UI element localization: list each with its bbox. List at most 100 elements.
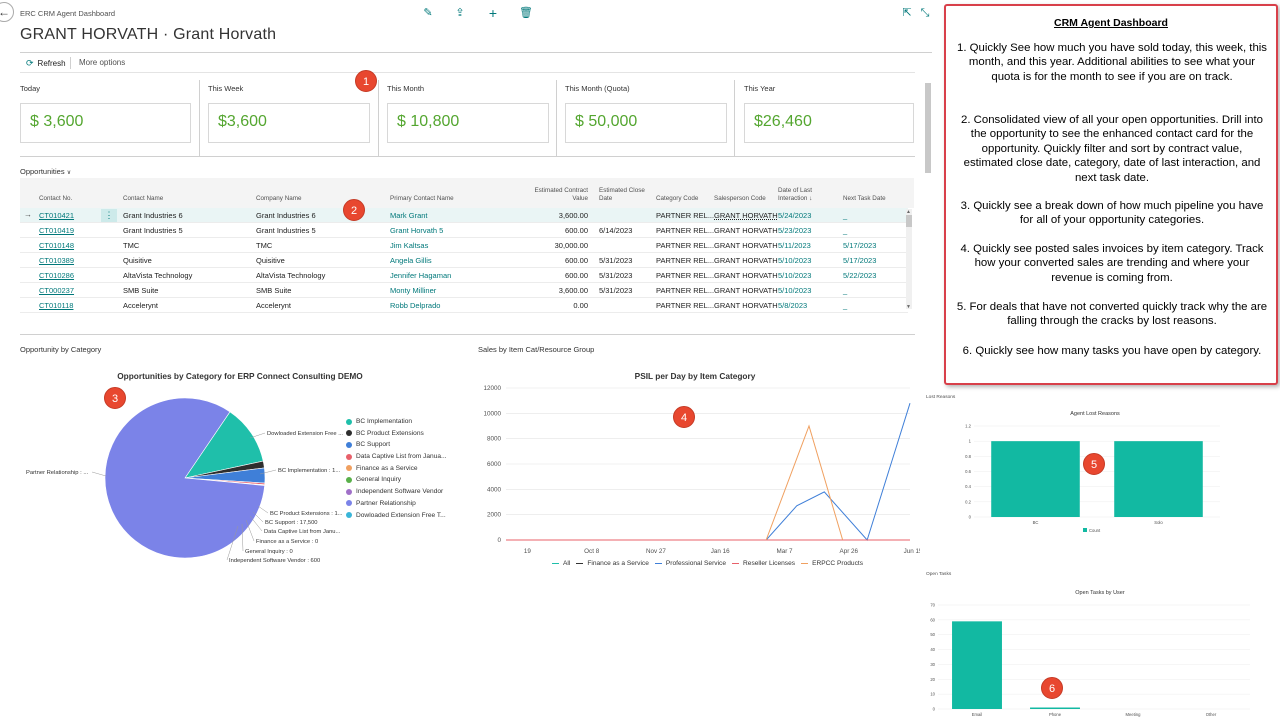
cell-contact-no[interactable]: CT010148 bbox=[39, 241, 75, 250]
pie-leader-line bbox=[257, 505, 269, 514]
line-legend-item[interactable]: Reseller Licenses bbox=[732, 560, 795, 567]
callout-point-2: 2. Consolidated view of all your open op… bbox=[960, 114, 1264, 184]
cell-contact-no[interactable]: CT010419 bbox=[39, 226, 75, 235]
pie-legend-item[interactable]: BC Support bbox=[346, 441, 447, 448]
line-legend-item[interactable]: ERPCC Products bbox=[801, 560, 863, 567]
table-scrollbar-thumb[interactable] bbox=[906, 215, 912, 227]
cell-primary-contact[interactable]: Robb Delprado bbox=[390, 301, 441, 310]
pie-legend-item[interactable]: Dowloaded Extension Free T... bbox=[346, 512, 447, 519]
cue-year[interactable]: $26,460 bbox=[744, 103, 914, 143]
cue-month[interactable]: $ 10,800 bbox=[387, 103, 549, 143]
pie-legend-item[interactable]: General Inquiry bbox=[346, 476, 447, 483]
pencil-icon[interactable]: ✎ bbox=[423, 7, 433, 19]
cue-quota[interactable]: $ 50,000 bbox=[565, 103, 727, 143]
table-divider bbox=[20, 334, 915, 335]
cell-category: PARTNER REL... bbox=[656, 271, 715, 280]
cell-contact-no[interactable]: CT010286 bbox=[39, 271, 75, 280]
col-last-interaction[interactable]: Date of Last Interaction ↓ bbox=[778, 187, 812, 203]
col-company-name[interactable]: Company Name bbox=[256, 195, 302, 202]
refresh-button[interactable]: ⟳ Refresh bbox=[26, 58, 66, 69]
line-section-label: Sales by Item Cat/Resource Group bbox=[478, 345, 595, 354]
col-primary-contact[interactable]: Primary Contact Name bbox=[390, 195, 454, 202]
cell-last-interaction[interactable]: 5/10/2023 bbox=[778, 286, 812, 295]
plus-icon[interactable]: + bbox=[488, 5, 498, 21]
cue-week[interactable]: $3,600 bbox=[208, 103, 370, 143]
share-icon[interactable]: ⇪ bbox=[455, 7, 465, 19]
cell-next-task[interactable]: 5/22/2023 bbox=[843, 271, 877, 280]
cell-last-interaction[interactable]: 5/23/2023 bbox=[778, 226, 812, 235]
cell-next-task[interactable]: 5/17/2023 bbox=[843, 256, 877, 265]
pie-legend-item[interactable]: BC Implementation bbox=[346, 418, 447, 425]
cell-primary-contact[interactable]: Monty Milliner bbox=[390, 286, 437, 295]
pie-leader-line bbox=[91, 471, 107, 477]
cell-contact-no[interactable]: CT010389 bbox=[39, 256, 75, 265]
cell-last-interaction[interactable]: 5/24/2023 bbox=[778, 211, 812, 220]
cell-company-name: TMC bbox=[256, 241, 273, 250]
cell-next-task[interactable]: _ bbox=[843, 301, 848, 310]
refresh-label: Refresh bbox=[37, 59, 66, 68]
cell-primary-contact[interactable]: Angela Gillis bbox=[390, 256, 432, 265]
bar bbox=[952, 621, 1002, 709]
back-button[interactable]: ← bbox=[0, 2, 14, 22]
cell-next-task[interactable]: _ bbox=[843, 286, 848, 295]
line-legend-item[interactable]: Professional Service bbox=[654, 560, 726, 567]
col-contact-name[interactable]: Contact Name bbox=[123, 195, 164, 202]
cell-contact-no[interactable]: CT000237 bbox=[39, 286, 75, 295]
scroll-up-icon[interactable]: ▲ bbox=[906, 209, 911, 215]
x-tick-label: Jun 15 bbox=[904, 548, 920, 555]
page-scrollbar[interactable] bbox=[925, 83, 931, 173]
y-tick-label: 0.2 bbox=[965, 499, 971, 504]
selected-row-highlight bbox=[20, 208, 908, 222]
scroll-down-icon[interactable]: ▼ bbox=[906, 304, 911, 310]
more-options-button[interactable]: More options bbox=[79, 58, 125, 67]
cell-est-value: 3,600.00 bbox=[558, 211, 588, 220]
cell-category: PARTNER REL... bbox=[656, 256, 715, 265]
pie-slice-label: Independent Software Vendor : 600 bbox=[229, 558, 320, 564]
col-salesperson[interactable]: Salesperson Code bbox=[714, 195, 766, 202]
cell-salesperson: GRANT HORVATH bbox=[714, 241, 778, 250]
line-legend-item[interactable]: Finance as a Service bbox=[576, 560, 649, 567]
cell-contact-no[interactable]: CT010118 bbox=[39, 301, 74, 310]
pie-chart: Dowloaded Extension Free ... BC Implement… bbox=[26, 397, 343, 564]
trash-icon[interactable]: 🗑 bbox=[519, 7, 533, 19]
collapse-icon[interactable]: ⤡ bbox=[920, 7, 930, 19]
table-scrollbar[interactable] bbox=[906, 209, 912, 309]
pie-slice-label: BC Product Extensions : 1... bbox=[270, 511, 343, 517]
popout-icon[interactable]: ⇱ bbox=[902, 7, 912, 19]
cell-next-task[interactable]: _ bbox=[843, 211, 848, 220]
cell-est-close: 5/31/2023 bbox=[599, 271, 633, 280]
pie-legend-item[interactable]: Data Captive List from Janua... bbox=[346, 453, 447, 460]
cell-next-task[interactable]: _ bbox=[843, 226, 848, 235]
pie-legend-item[interactable]: Partner Relationship bbox=[346, 500, 447, 507]
col-est-close[interactable]: Estimated Close Date bbox=[599, 187, 645, 203]
col-contact-no[interactable]: Contact No. bbox=[39, 195, 73, 202]
y-tick-label: 0 bbox=[969, 515, 972, 520]
col-next-task[interactable]: Next Task Date bbox=[843, 195, 886, 202]
col-category[interactable]: Category Code bbox=[656, 195, 699, 202]
y-tick-label: 1.2 bbox=[965, 424, 971, 429]
cue-value-year: $26,460 bbox=[754, 113, 812, 130]
cell-last-interaction[interactable]: 5/10/2023 bbox=[778, 271, 812, 280]
cell-primary-contact[interactable]: Mark Grant bbox=[390, 211, 428, 220]
cue-today[interactable]: $ 3,600 bbox=[20, 103, 191, 143]
bar bbox=[1114, 441, 1203, 517]
opportunities-header[interactable]: Opportunities ∨ bbox=[20, 167, 71, 176]
pie-legend-item[interactable]: BC Product Extensions bbox=[346, 430, 447, 437]
cell-primary-contact[interactable]: Jennifer Hagaman bbox=[390, 271, 452, 280]
pie-legend-item[interactable]: Independent Software Vendor bbox=[346, 488, 447, 495]
cell-primary-contact[interactable]: Jim Kaltsas bbox=[390, 241, 429, 250]
more-options-label: More options bbox=[79, 58, 126, 67]
cell-contact-no[interactable]: CT010421 bbox=[39, 211, 75, 220]
cell-next-task[interactable]: 5/17/2023 bbox=[843, 241, 877, 250]
cell-primary-contact[interactable]: Grant Horvath 5 bbox=[390, 226, 444, 235]
col-est-value[interactable]: Estimated Contract Value bbox=[520, 187, 588, 203]
y-tick-label: 70 bbox=[930, 603, 935, 608]
pie-slice-label: General Inquiry : 0 bbox=[245, 549, 293, 555]
cell-last-interaction[interactable]: 5/10/2023 bbox=[778, 256, 812, 265]
row-actions-button[interactable]: ⋮ bbox=[101, 209, 117, 222]
cell-last-interaction[interactable]: 5/11/2023 bbox=[778, 241, 811, 250]
line-legend-item[interactable]: All bbox=[552, 560, 570, 567]
action-divider bbox=[70, 57, 71, 69]
pie-legend-item[interactable]: Finance as a Service bbox=[346, 465, 447, 472]
cell-last-interaction[interactable]: 5/8/2023 bbox=[778, 301, 808, 310]
